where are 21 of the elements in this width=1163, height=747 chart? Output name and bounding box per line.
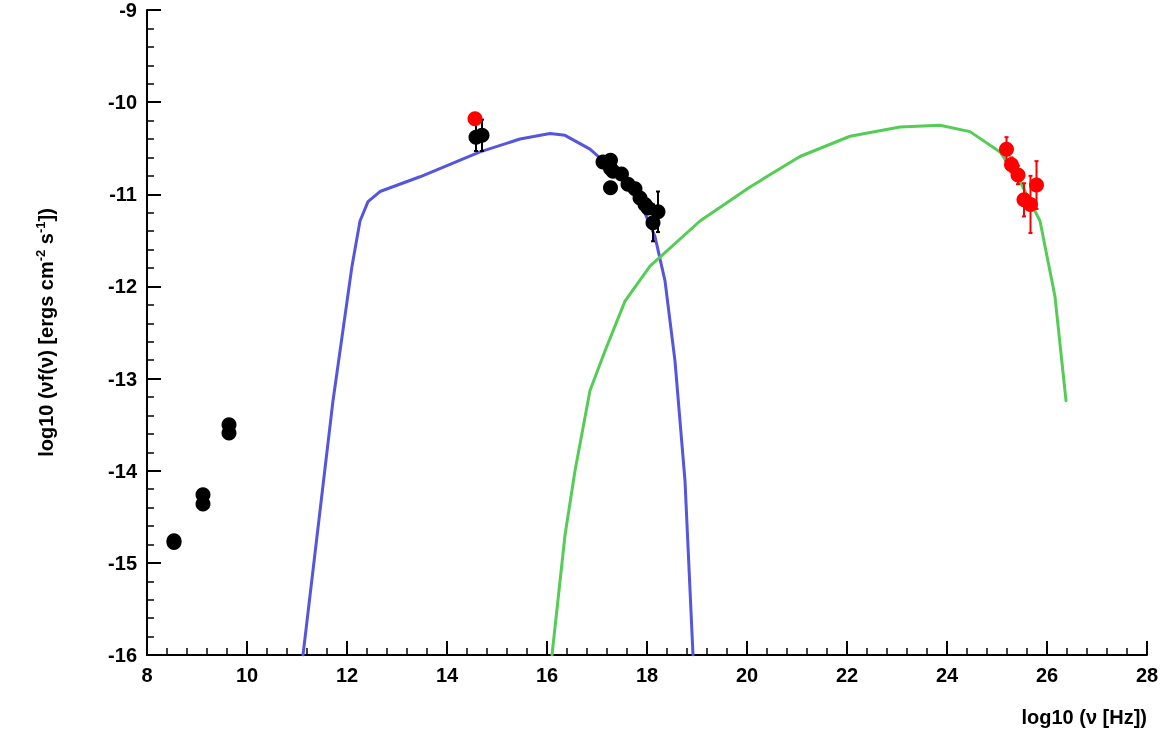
y-tick-label: -11: [109, 183, 137, 206]
x-tick-label: 8: [141, 664, 153, 686]
x-tick-label: 20: [735, 664, 759, 686]
y-tick-label: -13: [108, 367, 137, 390]
y-tick-label: -16: [108, 644, 137, 666]
x-axis-title: log10 (ν [Hz]): [1021, 706, 1147, 728]
x-tick-label: 22: [835, 664, 859, 686]
x-tick-label: 10: [235, 664, 259, 686]
x-tick-label: 16: [535, 664, 559, 686]
x-tick-label: 14: [435, 664, 459, 686]
y-tick-label: -12: [108, 275, 137, 298]
y-tick-label: -15: [108, 551, 137, 574]
x-tick-label: 24: [935, 664, 959, 686]
y-axis-title: log10 (νf(ν) [ergs cm-2 s-1]): [33, 208, 57, 457]
y-tick-label: -14: [108, 459, 138, 482]
x-tick-label: 18: [635, 664, 659, 686]
x-tick-label: 12: [335, 664, 359, 686]
y-tick-label: -9: [119, 0, 137, 21]
x-tick-label: 26: [1035, 664, 1059, 686]
x-tick-label: 28: [1135, 664, 1159, 686]
y-tick-label: -10: [108, 91, 137, 114]
